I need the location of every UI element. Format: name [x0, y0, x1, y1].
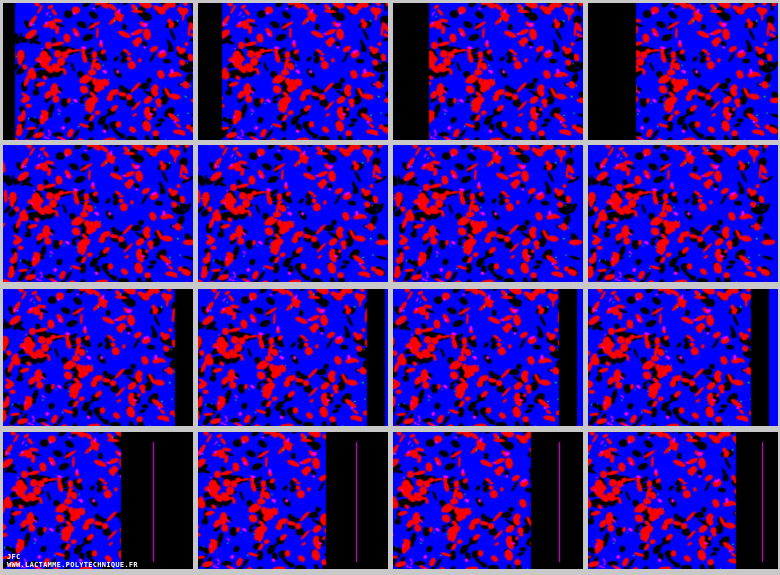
image-tile: [588, 289, 778, 426]
image-tile: [3, 145, 193, 282]
image-tile: [3, 3, 193, 140]
image-tile: [198, 432, 388, 569]
image-tile: [588, 432, 778, 569]
image-tile: [198, 3, 388, 140]
image-tile: [3, 289, 193, 426]
image-tile: [198, 289, 388, 426]
image-tile: [3, 432, 193, 569]
image-tile: [393, 3, 583, 140]
credit-watermark: JFC WWW.LACTAMME.POLYTECHNIQUE.FR: [7, 553, 138, 569]
image-tile: [393, 289, 583, 426]
image-tile: [393, 432, 583, 569]
credit-author: JFC: [7, 553, 21, 561]
image-tile: [588, 145, 778, 282]
image-tile: [393, 145, 583, 282]
image-tile: [198, 145, 388, 282]
credit-site: WWW.LACTAMME.POLYTECHNIQUE.FR: [7, 561, 138, 569]
image-tile: [588, 3, 778, 140]
